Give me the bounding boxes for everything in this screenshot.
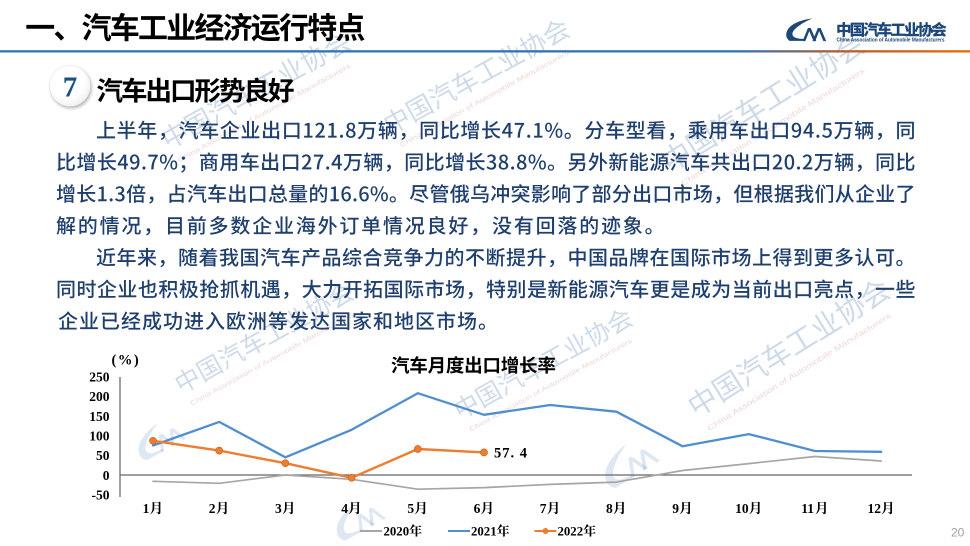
svg-text:8: 8 — [606, 501, 613, 516]
svg-text:5: 5 — [407, 501, 414, 516]
svg-text:3: 3 — [275, 501, 282, 516]
svg-text:12: 12 — [868, 501, 882, 516]
svg-text:57. 4: 57. 4 — [494, 446, 528, 462]
svg-text:1: 1 — [143, 501, 150, 516]
svg-text:2021: 2021 — [471, 525, 497, 539]
svg-text:9: 9 — [672, 501, 679, 516]
svg-text:4: 4 — [341, 501, 348, 516]
svg-text:-50: -50 — [92, 488, 110, 503]
svg-text:China Association of Automobil: China Association of Automobile Manufact… — [837, 38, 945, 44]
svg-text:250: 250 — [89, 370, 110, 385]
svg-text:50: 50 — [96, 448, 110, 463]
svg-text:2022: 2022 — [558, 525, 584, 539]
svg-text:7: 7 — [63, 72, 78, 104]
svg-text:150: 150 — [89, 409, 110, 424]
svg-text:(%): (%) — [112, 353, 141, 369]
svg-text:11: 11 — [801, 501, 814, 516]
svg-text:20: 20 — [951, 526, 965, 540]
svg-text:2: 2 — [209, 501, 216, 516]
svg-text:200: 200 — [89, 389, 110, 404]
svg-text:6: 6 — [474, 501, 481, 516]
svg-text:100: 100 — [89, 429, 110, 444]
svg-text:7: 7 — [540, 501, 547, 516]
svg-text:2020: 2020 — [384, 525, 410, 539]
svg-text:10: 10 — [735, 501, 749, 516]
svg-text:0: 0 — [103, 468, 110, 483]
